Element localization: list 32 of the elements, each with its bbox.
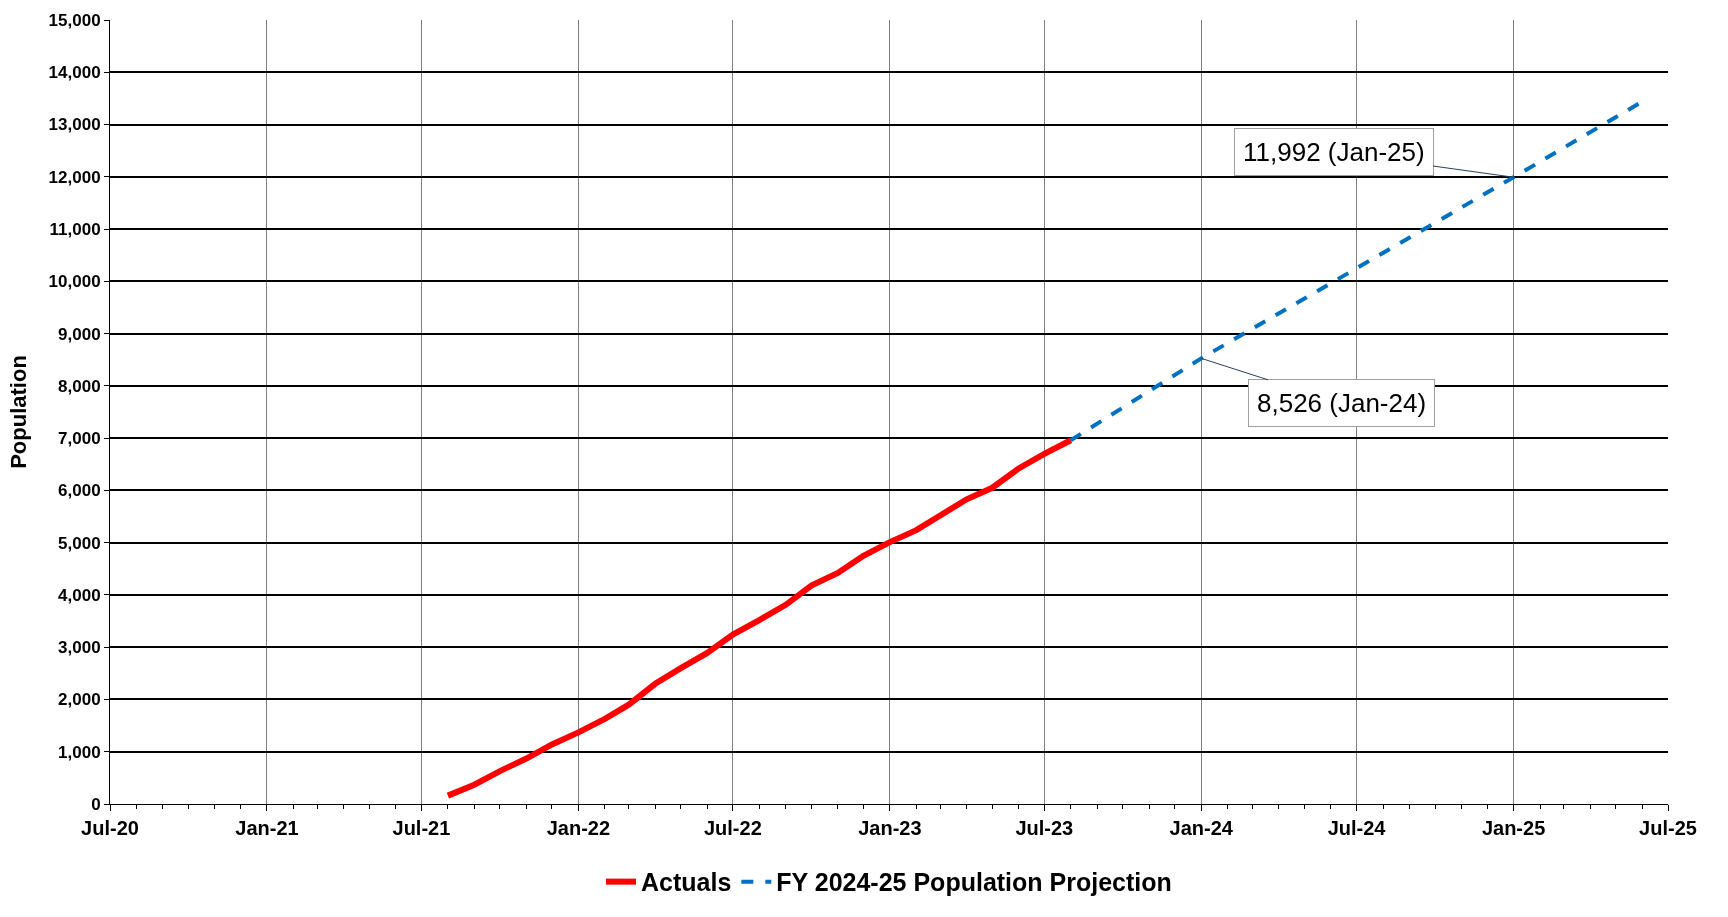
- x-tick-label: Jan-25: [1481, 817, 1546, 839]
- x-tick-label: Jan-24: [1169, 817, 1234, 839]
- x-tick-label: Jan-21: [235, 817, 299, 839]
- y-tick-label: 11,000: [49, 220, 101, 240]
- x-tick-label: Jul-20: [81, 817, 139, 839]
- y-tick-label: 14,000: [48, 63, 101, 83]
- x-tick-label: Jul-25: [1639, 817, 1697, 839]
- y-tick-label: 8,000: [58, 376, 101, 396]
- x-tick-label: Jul-22: [703, 817, 762, 839]
- x-tick-label: Jul-21: [392, 817, 451, 839]
- y-tick-label: 13,000: [48, 115, 101, 135]
- y-tick-label: 12,000: [48, 167, 101, 187]
- y-tick-label: 6,000: [58, 481, 101, 501]
- x-tick-label: Jul-24: [1327, 817, 1387, 839]
- annotation: 8,526 (Jan-24): [1257, 388, 1427, 418]
- y-tick-label: 9,000: [58, 324, 101, 344]
- y-tick-label: 10,000: [48, 272, 101, 292]
- annotation: 11,992 (Jan-25): [1243, 137, 1425, 167]
- y-tick-label: 2,000: [58, 690, 101, 710]
- legend-label: Actuals: [641, 868, 732, 897]
- y-tick-label: 5,000: [58, 533, 101, 553]
- legend-label: FY 2024-25 Population Projection: [776, 868, 1172, 897]
- x-tick-label: Jul-23: [1015, 817, 1074, 839]
- y-axis-title: Population: [6, 355, 32, 469]
- x-tick-label: Jan-23: [858, 817, 922, 839]
- y-tick-label: 7,000: [58, 429, 101, 449]
- y-tick-label: 4,000: [58, 585, 101, 605]
- y-tick-label: 0: [91, 794, 101, 814]
- y-tick-label: 15,000: [48, 10, 101, 30]
- y-tick-label: 1,000: [58, 742, 101, 762]
- x-tick-label: Jan-22: [546, 817, 611, 839]
- y-tick-label: 3,000: [58, 638, 101, 658]
